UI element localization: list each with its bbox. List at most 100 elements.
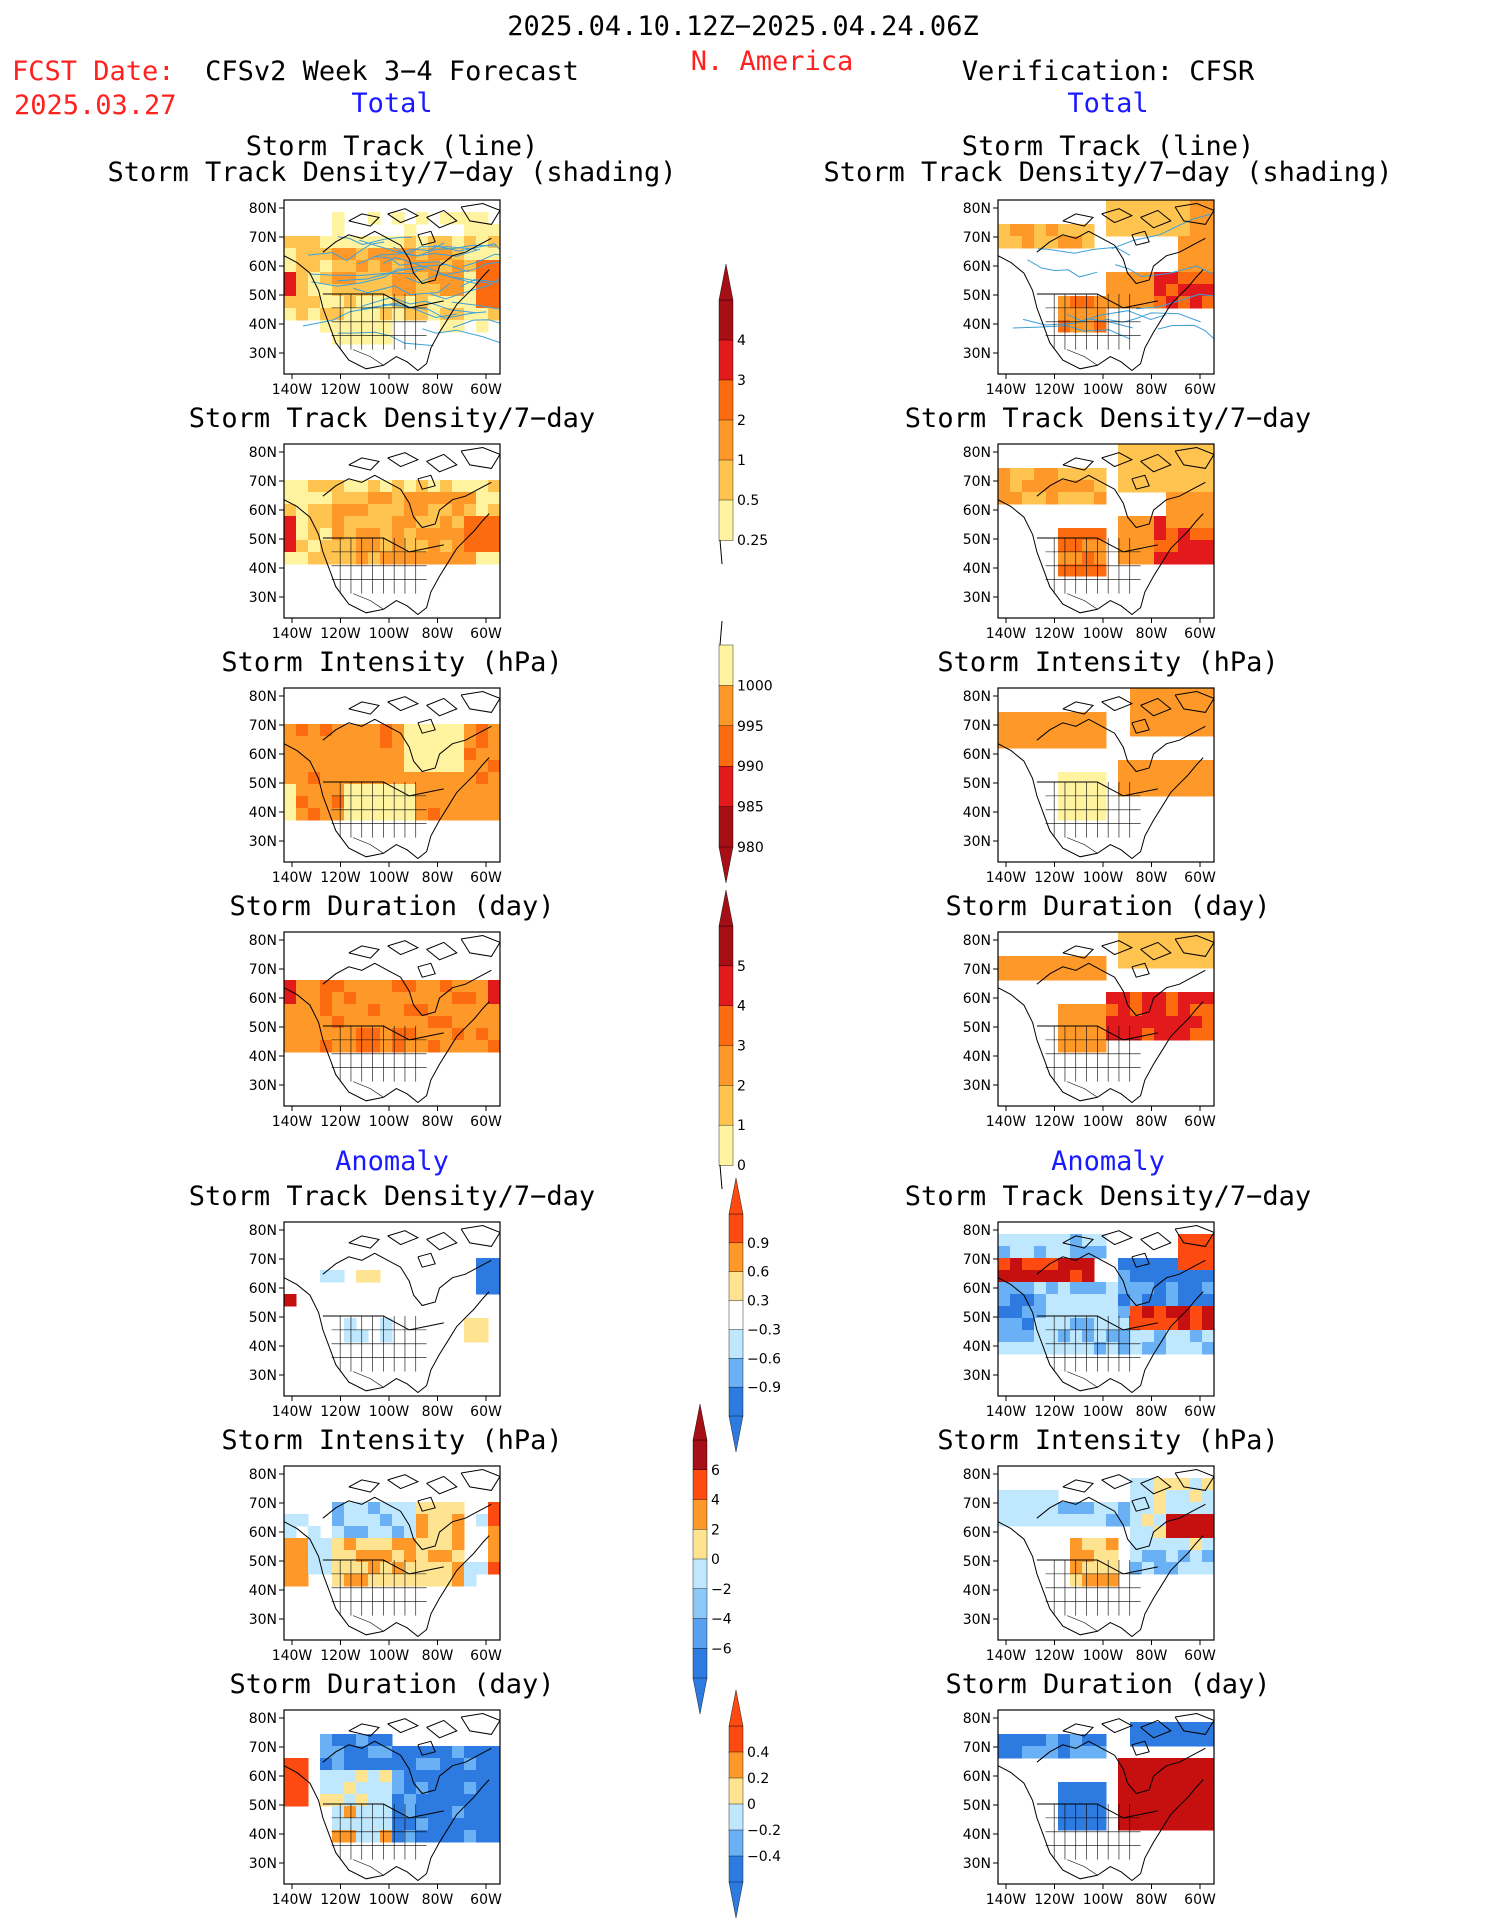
lon-tick-label: 80W: [1136, 1892, 1168, 1908]
lon-tick-label: 120W: [1034, 1114, 1075, 1130]
lon-tick-label: 120W: [1034, 626, 1075, 642]
lat-tick-label: 60N: [249, 1769, 277, 1785]
lon-tick-label: 100W: [369, 870, 410, 886]
colorbar-tick-label: 0.9: [747, 1236, 769, 1252]
lat-tick-label: 80N: [963, 1711, 991, 1727]
right-panel-6-title1: Storm Intensity (hPa): [937, 1425, 1279, 1456]
lat-tick-label: 80N: [963, 1467, 991, 1483]
right-map-1: 80N 70N 60N 50N 40N 30N 140W 120W 100W 80W 60W: [963, 199, 1216, 398]
lat-tick-label: 70N: [963, 1252, 991, 1268]
colorbar-tick-label: 980: [737, 840, 764, 856]
lat-tick-label: 60N: [249, 747, 277, 763]
lon-tick-label: 140W: [986, 1648, 1027, 1664]
lat-tick-label: 60N: [963, 503, 991, 519]
right-map-6: 80N 70N 60N 50N 40N 30N 140W 120W 100W 80W 60W: [963, 1465, 1216, 1664]
lat-tick-label: 60N: [963, 1769, 991, 1785]
colorbar-tick-label: 2: [711, 1522, 720, 1538]
lon-tick-label: 140W: [272, 870, 313, 886]
colorbar-tick-label: 0: [711, 1552, 720, 1568]
lat-tick-label: 40N: [249, 561, 277, 577]
colorbar-tick-label: −0.9: [747, 1380, 781, 1396]
left-panel-1-title2: Storm Track Density/7−day (shading): [107, 157, 677, 188]
lon-tick-label: 120W: [320, 870, 361, 886]
lat-tick-label: 70N: [963, 474, 991, 490]
lat-tick-label: 80N: [249, 1223, 277, 1239]
colorbar-tick-label: −2: [711, 1582, 732, 1598]
lat-tick-label: 80N: [963, 1223, 991, 1239]
lat-tick-label: 60N: [249, 503, 277, 519]
lat-tick-label: 50N: [963, 1310, 991, 1326]
lat-tick-label: 50N: [249, 1554, 277, 1570]
lat-tick-label: 70N: [249, 1252, 277, 1268]
colorbar-2: 1000 995 990 985 980: [718, 620, 773, 884]
left-map-2: 80N 70N 60N 50N 40N 30N 140W 120W 100W 80W 60W: [249, 443, 502, 642]
colorbar-tick-label: 4: [711, 1493, 720, 1509]
lon-tick-label: 80W: [1136, 1114, 1168, 1130]
lat-tick-label: 70N: [249, 474, 277, 490]
lat-tick-label: 80N: [249, 1467, 277, 1483]
lon-tick-label: 100W: [369, 1892, 410, 1908]
lat-tick-label: 30N: [963, 1078, 991, 1094]
colorbar-tick-label: 0.3: [747, 1294, 769, 1310]
right-panel-1-title1: Storm Track (line): [961, 131, 1255, 162]
colorbar-tick-label: 0.25: [737, 533, 768, 549]
lat-tick-label: 40N: [963, 805, 991, 821]
lon-tick-label: 60W: [470, 382, 502, 398]
lon-tick-label: 140W: [986, 626, 1027, 642]
lon-tick-label: 100W: [1083, 626, 1124, 642]
colorbar-tick-label: 2: [737, 413, 746, 429]
lat-tick-label: 30N: [249, 590, 277, 606]
lat-tick-label: 70N: [963, 1496, 991, 1512]
lon-tick-label: 100W: [1083, 1114, 1124, 1130]
left-panel-4-title1: Storm Duration (day): [229, 891, 555, 922]
lat-tick-label: 40N: [249, 1583, 277, 1599]
right-anomaly-label: Anomaly: [1051, 1146, 1165, 1177]
lat-tick-label: 40N: [249, 1049, 277, 1065]
colorbar-tick-label: 1: [737, 1118, 746, 1134]
lon-tick-label: 140W: [986, 382, 1027, 398]
lat-tick-label: 30N: [249, 834, 277, 850]
colorbar-tick-label: 0.4: [747, 1745, 769, 1761]
lon-tick-label: 140W: [986, 1404, 1027, 1420]
lon-tick-label: 80W: [1136, 870, 1168, 886]
lon-tick-label: 120W: [320, 1404, 361, 1420]
lon-tick-label: 60W: [470, 626, 502, 642]
lat-tick-label: 30N: [963, 834, 991, 850]
lat-tick-label: 40N: [249, 805, 277, 821]
left-panel-3-title1: Storm Intensity (hPa): [221, 647, 563, 678]
colorbar-tick-label: 985: [737, 800, 764, 816]
lat-tick-label: 70N: [963, 718, 991, 734]
lat-tick-label: 70N: [249, 1496, 277, 1512]
lat-tick-label: 40N: [963, 1049, 991, 1065]
colorbar-tick-label: 2: [737, 1078, 746, 1094]
lon-tick-label: 80W: [422, 1892, 454, 1908]
left-map-7: 80N 70N 60N 50N 40N 30N 140W 120W 100W 80W 60W: [249, 1709, 502, 1908]
lon-tick-label: 80W: [422, 382, 454, 398]
lon-tick-label: 120W: [1034, 382, 1075, 398]
right-column-title: Verification: CFSR: [961, 56, 1255, 87]
lat-tick-label: 70N: [249, 230, 277, 246]
colorbar-tick-label: −0.3: [747, 1322, 781, 1338]
lon-tick-label: 80W: [1136, 1404, 1168, 1420]
lat-tick-label: 50N: [249, 776, 277, 792]
lon-tick-label: 120W: [1034, 1648, 1075, 1664]
colorbar-6: 0.4 0.2 0 −0.2 −0.4: [728, 1689, 781, 1919]
lat-tick-label: 50N: [963, 288, 991, 304]
lon-tick-label: 80W: [422, 1114, 454, 1130]
lat-tick-label: 70N: [249, 718, 277, 734]
right-map-5: 80N 70N 60N 50N 40N 30N 140W 120W 100W 80W 60W: [963, 1221, 1216, 1420]
lat-tick-label: 60N: [249, 991, 277, 1007]
lon-tick-label: 60W: [1184, 1892, 1216, 1908]
colorbar-tick-label: −0.2: [747, 1823, 781, 1839]
lat-tick-label: 30N: [963, 1856, 991, 1872]
lon-tick-label: 120W: [1034, 1892, 1075, 1908]
lat-tick-label: 50N: [963, 1554, 991, 1570]
lat-tick-label: 30N: [963, 1368, 991, 1384]
lat-tick-label: 80N: [249, 933, 277, 949]
lon-tick-label: 120W: [1034, 870, 1075, 886]
lon-tick-label: 80W: [1136, 1648, 1168, 1664]
lon-tick-label: 60W: [1184, 870, 1216, 886]
right-map-7: 80N 70N 60N 50N 40N 30N 140W 120W 100W 80W 60W: [963, 1709, 1216, 1908]
lat-tick-label: 30N: [963, 1612, 991, 1628]
lat-tick-label: 60N: [963, 991, 991, 1007]
